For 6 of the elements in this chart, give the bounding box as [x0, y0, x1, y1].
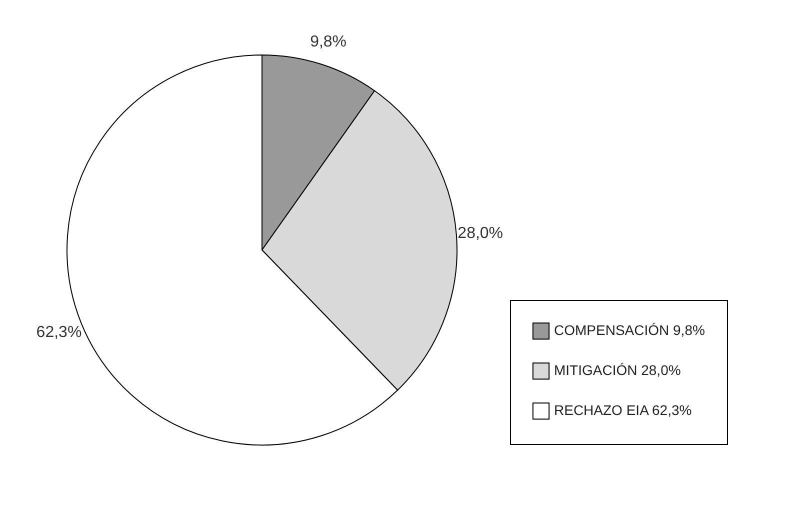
data-label: 28,0%: [458, 225, 504, 242]
legend-label: RECHAZO EIA 62,3%: [554, 402, 692, 418]
data-label: 9,8%: [310, 33, 347, 50]
legend-label: MITIGACIÓN 28,0%: [554, 362, 681, 378]
data-label: 62,3%: [36, 324, 82, 342]
legend-label: COMPENSACIÓN 9,8%: [554, 322, 705, 338]
